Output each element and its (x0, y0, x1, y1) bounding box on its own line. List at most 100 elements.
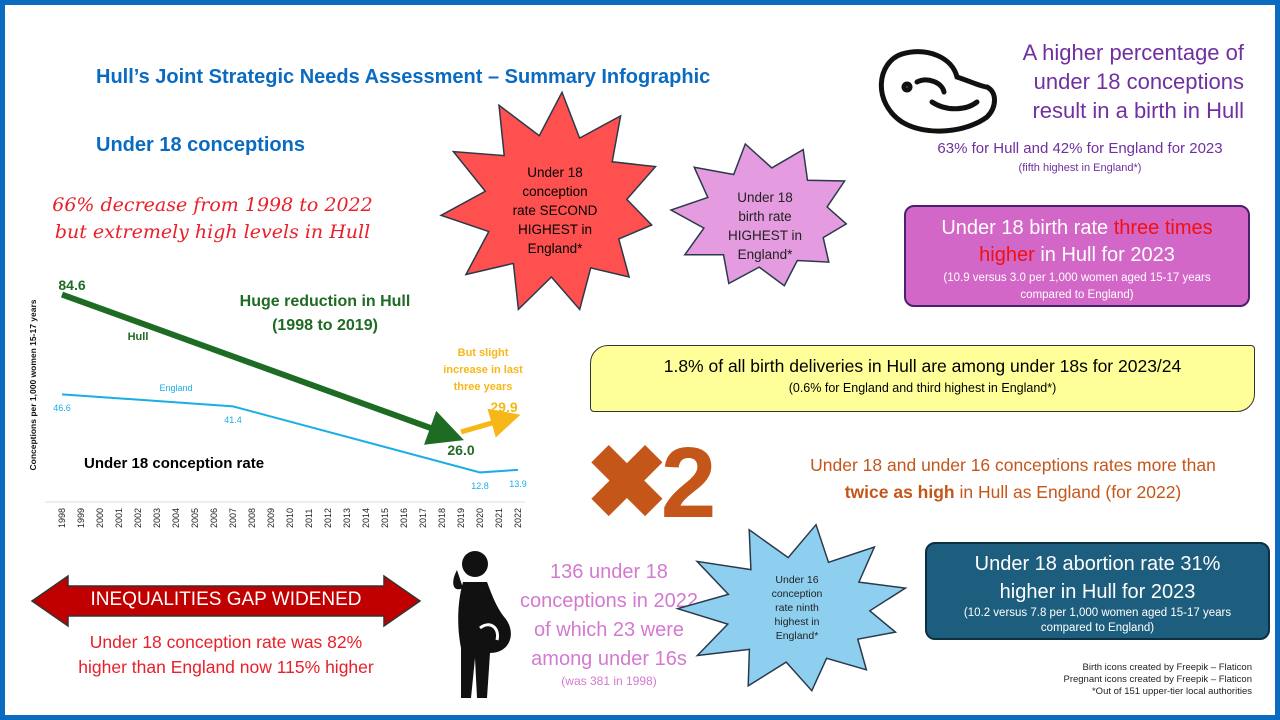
x-tick-label: 2013 (342, 508, 352, 528)
detail: compared to England) (1040, 622, 1155, 634)
burst-line: HIGHEST in (517, 222, 593, 237)
x-tick-label: 2008 (247, 508, 257, 528)
headline-line: A higher percentage of (1022, 40, 1244, 65)
red-burst-text: Under 18 conception rate SECOND HIGHEST in E… (505, 163, 605, 258)
pregnant-icon (453, 551, 511, 698)
x-tick-label: 2005 (190, 508, 200, 528)
burst-line: birth rate (738, 209, 792, 224)
x-tick-label: 2022 (513, 508, 523, 528)
abortion-box: Under 18 abortion rate 31% higher in Hul… (925, 542, 1270, 640)
x-tick-label: 2007 (228, 508, 238, 528)
double-arrow-icon (30, 574, 422, 628)
birth-pct-note: (fifth highest in England*) (1018, 162, 1142, 174)
x-tick-label: 2002 (133, 508, 143, 528)
deliveries-main: 1.8% of all birth deliveries in Hull are… (663, 356, 1182, 376)
headline-line: under 18 conceptions (1033, 69, 1244, 94)
text: in Hull as England (for 2022) (954, 482, 1182, 502)
x-tick-label: 2000 (95, 508, 105, 528)
text: Under 18 birth rate (941, 217, 1114, 239)
burst-line: rate ninth (775, 602, 819, 614)
annotation-line: (1998 to 2019) (272, 317, 378, 334)
headline-line: but extremely high levels in Hull (54, 221, 371, 243)
abortion-headline: Under 18 abortion rate 31% (974, 553, 1221, 575)
increase-annotation: But slight increase in last three years (438, 345, 528, 396)
conception-rate-chart: 1998 1999 2000 2001 2002 2003 2004 2005 2006 2007… (45, 277, 527, 528)
text-line: 136 under 18 (550, 561, 668, 583)
burst-line: HIGHEST in (727, 228, 803, 243)
annotation-line: increase in last (443, 364, 523, 376)
highlight: twice as high (844, 482, 955, 502)
hull-increase-arrow (460, 408, 521, 438)
detail: (10.2 versus 7.8 per 1,000 women aged 15… (963, 607, 1232, 619)
annotation-line: Huge reduction in Hull (239, 293, 411, 310)
section-title: Under 18 conceptions (96, 134, 305, 156)
x-tick-label: 2010 (285, 508, 295, 528)
x-tick-label: 2016 (399, 508, 409, 528)
text-line: of which 23 were (533, 619, 685, 641)
highlight: three times (1113, 217, 1213, 239)
reduction-annotation: Huge reduction in Hull (1998 to 2019) (225, 290, 425, 338)
birth-pct-headline: A higher percentage of under 18 conceptio… (944, 38, 1244, 125)
pink-starburst (669, 142, 848, 287)
detail: (10.9 versus 3.0 per 1,000 women aged 15… (943, 272, 1211, 284)
headline-line: result in a birth in Hull (1032, 98, 1244, 123)
times-two-icon: ✖2 (585, 427, 716, 539)
data-label: 46.6 (53, 403, 71, 413)
burst-line: conception (771, 588, 823, 600)
deliveries-detail: (0.6% for England and third highest in E… (788, 381, 1057, 395)
x-tick-label: 2018 (437, 508, 447, 528)
burst-line: highest in (774, 616, 820, 628)
x-tick-label: 2015 (380, 508, 390, 528)
headline-note: 66% decrease from 1998 to 2022 but extre… (40, 192, 385, 246)
x-tick-label: 2020 (475, 508, 485, 528)
data-label: 26.0 (447, 442, 474, 458)
birth-pct-detail: 63% for Hull and 42% for England for 202… (937, 140, 1223, 157)
burst-line: Under 18 (737, 190, 793, 205)
abortion-headline: higher in Hull for 2023 (999, 581, 1196, 603)
x-tick-label: 2021 (494, 508, 504, 528)
x-tick-label: 2009 (266, 508, 276, 528)
england-line (61, 393, 519, 474)
pink-burst-text: Under 18 birth rate HIGHEST in England* (720, 188, 810, 264)
blue-starburst (675, 523, 908, 693)
birth-rate-box: Under 18 birth rate three times higher i… (904, 205, 1250, 307)
text-line: Under 18 conception rate was 82% (89, 632, 363, 652)
text: Under 18 and under 16 conceptions rates … (810, 455, 1216, 475)
baby-icon (878, 49, 997, 134)
highlight: higher (979, 244, 1035, 266)
data-label: 84.6 (58, 277, 85, 293)
credit-line: Pregnant icons created by Freepik – Flat… (1063, 674, 1252, 685)
burst-line: England* (527, 241, 583, 256)
burst-line: Under 18 (527, 165, 583, 180)
x-tick-label: 2006 (209, 508, 219, 528)
burst-line: Under 16 (775, 574, 819, 586)
y-axis-label: Conceptions per 1,000 women 15-17 years (28, 299, 38, 471)
annotation-line: But slight (457, 347, 509, 359)
twice-text: Under 18 and under 16 conceptions rates … (772, 452, 1254, 506)
burst-line: England* (775, 630, 819, 642)
series-label-england: England (159, 383, 192, 393)
text-line: higher than England now 115% higher (78, 657, 374, 677)
x-tick-label: 2019 (456, 508, 466, 528)
data-label: 12.8 (471, 481, 489, 491)
data-label: 41.4 (224, 415, 242, 425)
text-line: conceptions in 2022 (520, 590, 698, 612)
pregnant-text: 136 under 18 conceptions in 2022 of which … (495, 558, 723, 674)
page-title: Hull’s Joint Strategic Needs Assessment … (96, 66, 711, 88)
x-tick-label: 2004 (171, 508, 181, 528)
detail: compared to England) (1020, 289, 1134, 301)
credit-line: Birth icons created by Freepik – Flatico… (1082, 662, 1253, 673)
annotation-line: three years (453, 381, 513, 393)
burst-line: rate SECOND (512, 203, 598, 218)
data-label: 13.9 (509, 479, 527, 489)
text-line: among under 16s (531, 648, 687, 670)
x-tick-label: 1998 (57, 508, 67, 528)
series-label-hull: Hull (128, 331, 149, 343)
credit-line: *Out of 151 upper-tier local authorities (1091, 686, 1252, 697)
x-tick-label: 2017 (418, 508, 428, 528)
credits: Birth icons created by Freepik – Flatico… (1063, 662, 1252, 698)
burst-line: England* (737, 247, 793, 262)
x-tick-label: 2003 (152, 508, 162, 528)
pregnant-note: (was 381 in 1998) (561, 674, 657, 688)
